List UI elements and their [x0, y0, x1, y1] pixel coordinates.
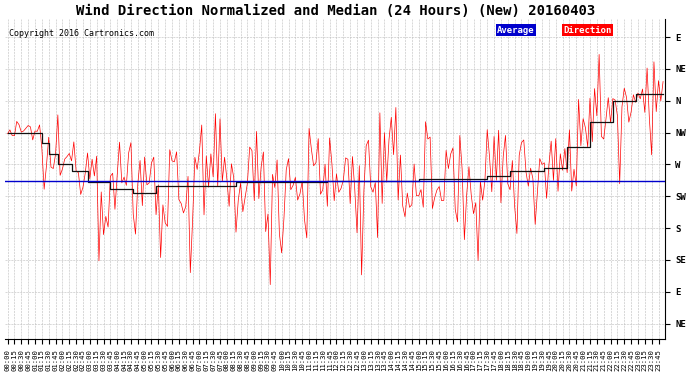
Text: Direction: Direction	[563, 26, 611, 35]
Text: Copyright 2016 Cartronics.com: Copyright 2016 Cartronics.com	[8, 29, 154, 38]
Title: Wind Direction Normalized and Median (24 Hours) (New) 20160403: Wind Direction Normalized and Median (24…	[76, 4, 595, 18]
Text: Average: Average	[497, 26, 535, 35]
